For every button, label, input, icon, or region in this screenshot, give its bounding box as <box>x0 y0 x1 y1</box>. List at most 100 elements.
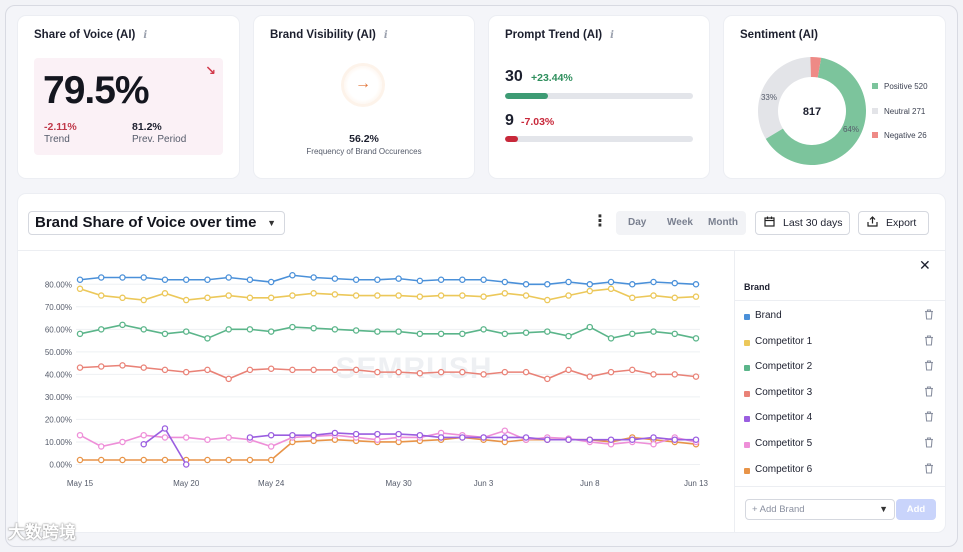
period-week[interactable]: Week <box>667 217 693 228</box>
data-point[interactable] <box>225 434 232 441</box>
data-point[interactable] <box>140 274 147 281</box>
data-point[interactable] <box>352 327 360 334</box>
data-point[interactable] <box>182 296 190 304</box>
data-point[interactable] <box>692 335 700 342</box>
data-point[interactable] <box>544 281 551 288</box>
data-point[interactable] <box>331 291 339 298</box>
data-point[interactable] <box>501 290 509 297</box>
data-point[interactable] <box>119 294 126 302</box>
data-point[interactable] <box>161 276 169 284</box>
data-point[interactable] <box>692 281 700 288</box>
trash-icon[interactable] <box>924 463 934 477</box>
data-point[interactable] <box>586 436 594 443</box>
data-point[interactable] <box>395 292 402 299</box>
donut-slice-negative[interactable] <box>810 56 822 78</box>
data-point[interactable] <box>352 292 360 299</box>
data-point[interactable] <box>140 296 147 304</box>
brand-row[interactable]: Competitor 2 <box>744 360 934 380</box>
data-point[interactable] <box>310 366 317 374</box>
data-point[interactable] <box>352 430 360 438</box>
data-point[interactable] <box>289 323 296 331</box>
data-point[interactable] <box>586 287 594 295</box>
data-point[interactable] <box>416 277 424 285</box>
data-point[interactable] <box>522 368 530 376</box>
data-point[interactable] <box>204 436 211 443</box>
data-point[interactable] <box>437 276 445 284</box>
data-point[interactable] <box>629 366 636 374</box>
data-point[interactable] <box>650 292 657 299</box>
chart-title-dropdown[interactable]: Brand Share of Voice over time ▼ <box>28 211 285 235</box>
brand-row[interactable]: Competitor 3 <box>744 386 934 406</box>
brand-row[interactable]: Brand <box>744 309 934 329</box>
data-point[interactable] <box>267 278 275 286</box>
data-point[interactable] <box>161 330 169 338</box>
data-point[interactable] <box>437 434 445 441</box>
data-point[interactable] <box>76 364 84 371</box>
series-line[interactable] <box>79 287 697 301</box>
data-point[interactable] <box>374 430 381 438</box>
data-point[interactable] <box>607 436 615 443</box>
add-brand-button[interactable]: Add <box>896 499 936 520</box>
data-point[interactable] <box>480 293 487 300</box>
data-point[interactable] <box>352 276 360 284</box>
data-point[interactable] <box>480 326 487 333</box>
data-point[interactable] <box>522 292 530 299</box>
brand-row[interactable]: Competitor 4 <box>744 411 934 431</box>
data-point[interactable] <box>607 368 615 376</box>
more-options-icon[interactable]: ⋮ <box>592 213 608 230</box>
data-point[interactable] <box>522 434 530 441</box>
data-point[interactable] <box>289 431 296 439</box>
data-point[interactable] <box>204 366 211 374</box>
data-point[interactable] <box>289 272 296 279</box>
data-point[interactable] <box>692 293 700 300</box>
series-line[interactable] <box>79 364 697 380</box>
data-point[interactable] <box>650 440 657 448</box>
data-point[interactable] <box>544 436 551 443</box>
data-point[interactable] <box>416 330 424 338</box>
data-point[interactable] <box>289 292 296 299</box>
data-point[interactable] <box>629 294 636 302</box>
data-point[interactable] <box>480 434 487 441</box>
data-point[interactable] <box>140 364 147 371</box>
data-point[interactable] <box>437 330 445 338</box>
data-point[interactable] <box>119 362 126 369</box>
data-point[interactable] <box>97 456 105 464</box>
info-icon[interactable]: i <box>610 30 614 41</box>
data-point[interactable] <box>650 434 657 441</box>
data-point[interactable] <box>267 365 275 372</box>
data-point[interactable] <box>416 370 424 377</box>
data-point[interactable] <box>629 281 636 288</box>
data-point[interactable] <box>97 326 105 333</box>
data-point[interactable] <box>97 292 105 299</box>
data-point[interactable] <box>671 279 679 287</box>
data-point[interactable] <box>267 294 275 302</box>
data-point[interactable] <box>331 429 339 437</box>
data-point[interactable] <box>416 431 424 439</box>
data-point[interactable] <box>161 434 169 441</box>
trash-icon[interactable] <box>924 335 934 349</box>
data-point[interactable] <box>671 371 679 378</box>
date-range-button[interactable]: Last 30 days <box>755 211 850 235</box>
data-point[interactable] <box>204 294 211 302</box>
data-point[interactable] <box>246 326 254 333</box>
trash-icon[interactable] <box>924 411 934 425</box>
data-point[interactable] <box>544 375 551 383</box>
data-point[interactable] <box>246 294 254 302</box>
data-point[interactable] <box>267 443 275 450</box>
series-line[interactable] <box>79 429 697 448</box>
data-point[interactable] <box>374 368 381 376</box>
data-point[interactable] <box>204 456 211 464</box>
data-point[interactable] <box>289 366 296 374</box>
data-point[interactable] <box>97 363 105 370</box>
data-point[interactable] <box>650 278 657 286</box>
data-point[interactable] <box>459 330 466 338</box>
data-point[interactable] <box>246 276 254 284</box>
trash-icon[interactable] <box>924 386 934 400</box>
data-point[interactable] <box>459 434 466 441</box>
data-point[interactable] <box>331 326 339 333</box>
series-line[interactable] <box>79 274 697 286</box>
data-point[interactable] <box>586 281 594 288</box>
data-point[interactable] <box>225 292 232 299</box>
data-point[interactable] <box>459 292 466 299</box>
data-point[interactable] <box>607 278 615 286</box>
